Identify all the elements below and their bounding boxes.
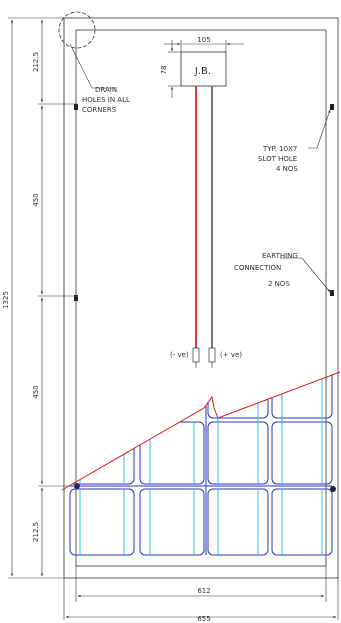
dim-inner-width: 612: [197, 587, 210, 595]
dashed-circle-icon: [58, 11, 96, 49]
label-positive: (+ ve): [220, 351, 242, 359]
mounting-hole-icon: [330, 486, 336, 492]
dim-overall-width: 655: [197, 615, 210, 623]
outer-frame: [63, 17, 339, 579]
dim-lower-middle: 450: [32, 385, 40, 398]
solar-cells: [69, 372, 333, 556]
leader-drain: [69, 43, 116, 89]
dim-jb-width: 105: [197, 36, 210, 44]
bottom-dimensions: [63, 566, 339, 620]
dim-upper-middle: 450: [32, 193, 40, 206]
label-drain-3: CORNERS: [82, 106, 117, 114]
jb-dimensions: [164, 40, 244, 98]
leader-earthing: [280, 257, 331, 293]
label-slot-3: 4 NOS: [276, 165, 298, 173]
mounting-hole-icon: [330, 104, 334, 110]
junction-box: [180, 51, 227, 87]
dim-jb-height: 78: [160, 66, 168, 75]
dim-bottom-segment: 212.5: [32, 522, 40, 542]
leader-slot: [308, 109, 331, 149]
dim-top-segment: 212.5: [32, 52, 40, 72]
section-break-line: [61, 371, 341, 491]
cell-outlines: [69, 372, 333, 556]
label-slot-1: TYP. 10X7: [262, 145, 297, 153]
mounting-hole-icon: [74, 295, 78, 301]
junction-box-label: J.B.: [194, 66, 211, 77]
label-negative: (- ve): [170, 351, 189, 359]
left-dimensions: [8, 17, 78, 579]
connector-positive: [208, 347, 216, 363]
dim-overall-height: 1325: [2, 291, 10, 309]
mounting-hole-icon: [74, 104, 78, 110]
label-earthing-1: EARTHING: [262, 252, 298, 260]
label-slot-2: SLOT HOLE: [258, 155, 297, 163]
mounting-hole-icon: [330, 290, 334, 296]
label-drain-1: DRAIN: [95, 86, 117, 94]
label-drain-2: HOLES IN ALL: [82, 96, 130, 104]
cables: [192, 86, 216, 368]
connector-negative: [192, 347, 200, 363]
label-earthing-2: CONNECTION: [234, 264, 281, 272]
cell-busbars: [79, 372, 323, 555]
label-earthing-3: 2 NOS: [268, 280, 290, 288]
